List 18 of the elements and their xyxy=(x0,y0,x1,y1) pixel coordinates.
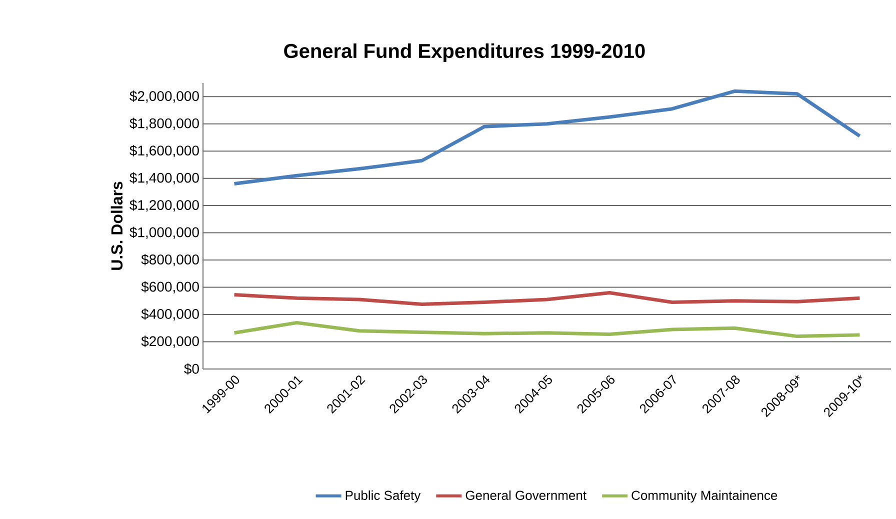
y-tick-label: $600,000 xyxy=(141,281,199,294)
y-axis-title: U.S. Dollars xyxy=(110,182,123,270)
y-tick-label: $200,000 xyxy=(141,336,199,348)
y-tick-label: $1,000,000 xyxy=(130,226,199,239)
y-tick-label: $800,000 xyxy=(141,254,199,266)
y-tick-label: $1,400,000 xyxy=(130,172,199,184)
y-tick-label: $1,600,000 xyxy=(130,145,199,158)
y-tick-label: $0 xyxy=(184,363,199,375)
line-series xyxy=(232,290,862,306)
y-tick-label: $1,200,000 xyxy=(130,199,199,212)
y-tick-label: $400,000 xyxy=(141,308,199,321)
y-tick-label: $2,000,000 xyxy=(130,90,199,103)
legend-label: Community Maintainence xyxy=(632,490,778,503)
legend-label: General Government xyxy=(466,490,586,500)
y-tick-label: $1,800,000 xyxy=(130,118,199,130)
line-series xyxy=(232,89,862,186)
chart-title: General Fund Expenditures 1999-2010 xyxy=(284,43,645,62)
legend-label: Public Safety xyxy=(346,490,421,503)
